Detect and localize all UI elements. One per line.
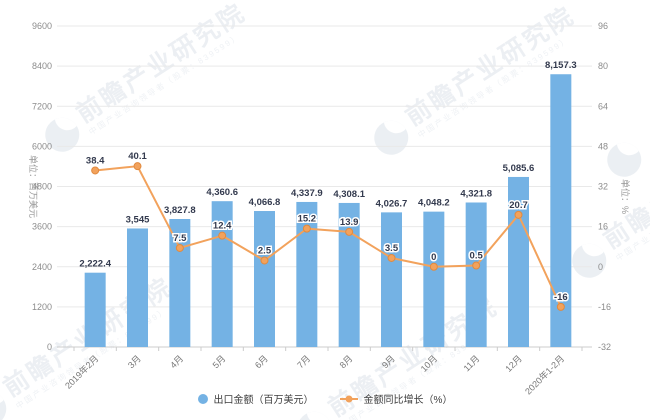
line-series-marker-dot-icon [345, 395, 353, 402]
x-axis-label: 2019年2月 [62, 353, 100, 391]
line-point[interactable] [91, 166, 100, 175]
line-value-label: 20.7 [509, 200, 528, 211]
legend-item-export-amount[interactable]: 出口金额（百万美元） [197, 391, 314, 406]
y2-axis-tick-label: 32 [598, 182, 608, 192]
x-axis-label: 8月 [338, 353, 355, 370]
line-value-label: 12.4 [213, 221, 232, 232]
line-point[interactable] [260, 256, 269, 265]
bar-value-label: 4,321.8 [460, 188, 492, 199]
bar-value-label: 4,360.6 [206, 187, 238, 198]
y2-axis-tick-label: 64 [598, 101, 608, 111]
legend-label-export-amount: 出口金额（百万美元） [213, 395, 314, 406]
y2-axis-tick-label: 96 [598, 21, 608, 31]
growth-line [95, 165, 562, 308]
bar[interactable] [169, 219, 191, 347]
y2-axis-tick-label: 0 [598, 262, 603, 272]
bar-value-label: 4,066.8 [249, 197, 281, 208]
bar-value-label: 2,222.4 [79, 259, 111, 270]
line-point[interactable] [218, 231, 227, 240]
line-value-label: 15.2 [298, 214, 317, 225]
line-value-label: 40.1 [128, 151, 147, 162]
line-point[interactable] [556, 302, 565, 311]
x-axis-label: 4月 [168, 353, 185, 370]
bar[interactable] [465, 202, 487, 347]
line-point[interactable] [472, 261, 481, 270]
x-axis-label: 3月 [126, 353, 143, 370]
bar[interactable] [84, 272, 106, 347]
x-axis-label: 7月 [295, 353, 312, 370]
bar-value-label: 4,308.1 [333, 189, 365, 200]
y-axis-tick-label: 4800 [32, 182, 52, 192]
line-value-label: 13.9 [340, 217, 359, 228]
y-axis-tick-label: 3600 [32, 222, 52, 232]
left-axis-unit-label: 单位：百万美元 [28, 155, 39, 218]
line-point[interactable] [345, 227, 354, 236]
y-axis-tick-label: 2400 [32, 262, 52, 272]
line-point[interactable] [514, 210, 523, 219]
y-axis-tick-label: 1200 [32, 302, 52, 312]
y-axis-tick-label: 8400 [32, 61, 52, 71]
y2-axis-tick-label: 16 [598, 222, 608, 232]
line-value-label: -16 [554, 292, 568, 303]
y-axis-tick-label: 0 [47, 342, 52, 352]
y-axis-tick-label: 9600 [32, 21, 52, 31]
line-series-marker-icon [339, 395, 358, 402]
x-axis-label: 2020年1-2月 [522, 353, 566, 397]
line-point[interactable] [387, 253, 396, 262]
x-axis-label: 9月 [380, 353, 397, 370]
line-value-label: 7.5 [173, 233, 187, 244]
bar[interactable] [381, 212, 402, 347]
y2-axis-tick-label: 48 [598, 141, 608, 151]
line-point[interactable] [302, 224, 311, 233]
line-value-label: 3.5 [385, 243, 399, 254]
line-point[interactable] [133, 162, 142, 171]
x-axis-label: 10月 [419, 353, 440, 374]
line-point[interactable] [175, 243, 184, 252]
bar[interactable] [254, 211, 275, 347]
legend-label-yoy-growth: 金额同比增长（%） [363, 395, 453, 406]
x-axis-label: 12月 [503, 353, 524, 374]
x-axis-label: 5月 [211, 353, 228, 370]
bar[interactable] [508, 176, 529, 347]
bar[interactable] [296, 201, 318, 347]
right-axis-unit-label: 单位：% [620, 179, 631, 214]
bar-series-marker-icon [197, 393, 208, 404]
chart-legend: 出口金额（百万美元） 金额同比增长（%） [0, 391, 650, 406]
bar-value-label: 4,337.9 [291, 188, 323, 199]
line-value-label: 38.4 [86, 155, 105, 166]
y-axis-tick-label: 7200 [32, 101, 52, 111]
y2-axis-tick-label: -16 [598, 302, 611, 312]
line-value-label: 2.5 [258, 245, 272, 256]
bar-value-label: 8,157.3 [545, 60, 577, 71]
bar-value-label: 4,048.2 [418, 198, 450, 209]
x-axis-label: 6月 [253, 353, 270, 370]
bar-value-label: 3,827.8 [164, 205, 196, 216]
bar-value-label: 5,085.6 [503, 163, 535, 174]
y2-axis-tick-label: -32 [598, 342, 611, 352]
bar[interactable] [423, 211, 445, 347]
line-value-label: 0.5 [470, 250, 484, 261]
bar[interactable] [127, 228, 148, 347]
legend-item-yoy-growth[interactable]: 金额同比增长（%） [339, 391, 453, 406]
y2-axis-tick-label: 80 [598, 61, 608, 71]
x-axis-label: 11月 [462, 353, 482, 373]
bar-value-label: 4,026.7 [376, 198, 408, 209]
line-point[interactable] [429, 262, 438, 271]
bar[interactable] [338, 202, 360, 347]
line-value-label: 0 [431, 252, 436, 263]
y-axis-tick-label: 6000 [32, 141, 52, 151]
bar-value-label: 3,545 [126, 214, 150, 225]
